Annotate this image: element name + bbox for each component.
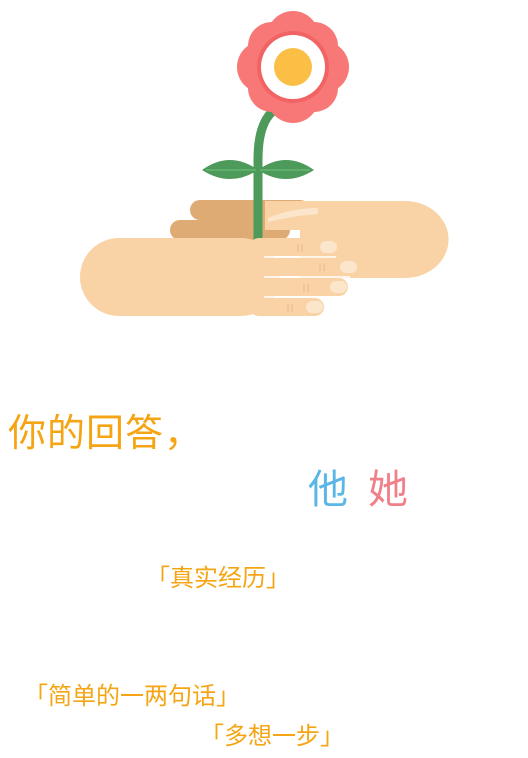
- headline: 你的回答，: [8, 411, 204, 455]
- left-hand: [80, 238, 358, 316]
- tag-real-experience: 「真实经历」: [146, 564, 290, 592]
- pronoun-he: 他: [308, 467, 348, 513]
- tag-simple-words: 「简单的一两句话」: [24, 682, 240, 710]
- flower-head: [237, 11, 349, 123]
- tag-think-ahead: 「多想一步」: [200, 722, 344, 750]
- flower-stem: [202, 107, 314, 245]
- pronoun-she: 她: [368, 467, 408, 513]
- hands-holding-flower-illustration: [80, 11, 449, 316]
